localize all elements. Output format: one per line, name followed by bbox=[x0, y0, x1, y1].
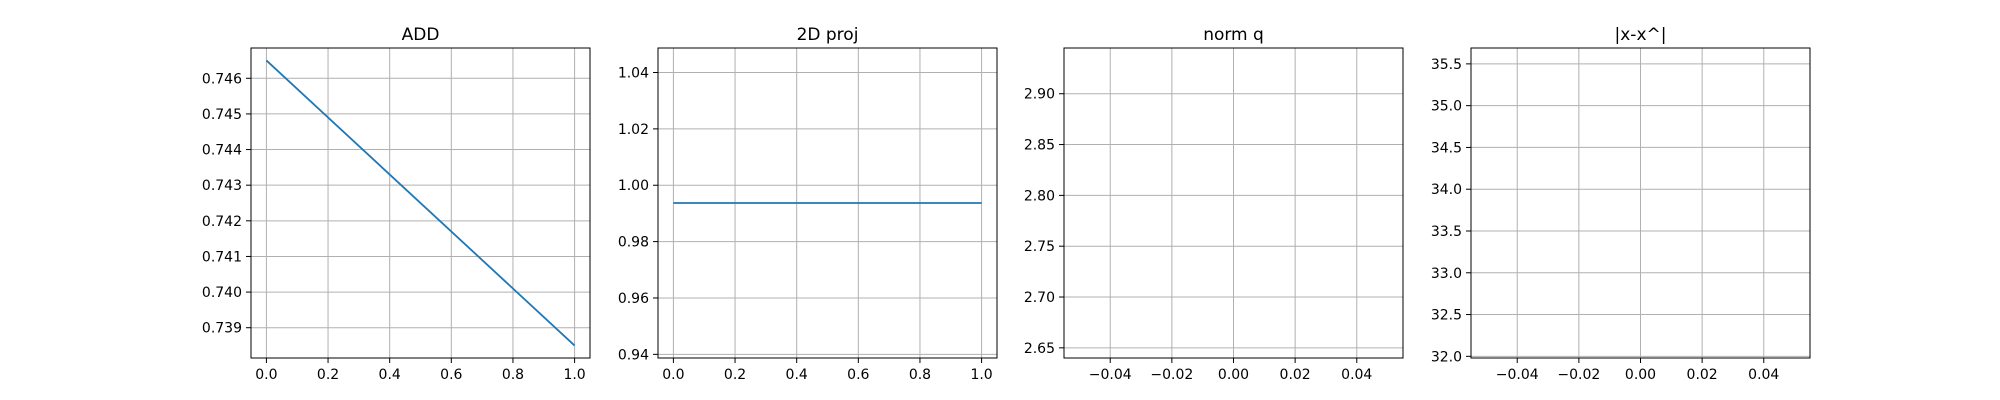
y-tick-label: 2.75 bbox=[1024, 239, 1055, 255]
y-tick-label: 2.90 bbox=[1024, 87, 1055, 103]
x-tick-label: 0.6 bbox=[440, 367, 462, 383]
x-tick-label: 0.02 bbox=[1280, 367, 1311, 383]
x-tick-label: 0.00 bbox=[1218, 367, 1249, 383]
y-tick-label: 0.96 bbox=[618, 291, 649, 307]
y-tick-label: 2.70 bbox=[1024, 290, 1055, 306]
x-tick-label: 0.8 bbox=[502, 367, 524, 383]
y-tick-label: 0.746 bbox=[202, 71, 242, 87]
y-tick-label: 0.98 bbox=[618, 235, 649, 251]
x-tick-label: 0.0 bbox=[662, 367, 684, 383]
y-tick-label: 2.80 bbox=[1024, 188, 1055, 204]
x-tick-label: 0.04 bbox=[1341, 367, 1372, 383]
y-tick-label: 0.94 bbox=[618, 347, 649, 363]
y-tick-label: 34.5 bbox=[1431, 140, 1462, 156]
series-line bbox=[265, 59, 576, 347]
y-tick-label: 0.739 bbox=[202, 321, 242, 337]
y-tick-label: 35.5 bbox=[1431, 57, 1462, 73]
y-tick-label: 35.0 bbox=[1431, 99, 1462, 115]
y-tick-label: 1.02 bbox=[618, 122, 649, 138]
y-tick-label: 0.745 bbox=[202, 107, 242, 123]
x-tick-label: 0.04 bbox=[1748, 367, 1779, 383]
x-tick-label: 0.2 bbox=[317, 367, 339, 383]
y-tick-label: 0.743 bbox=[202, 178, 242, 194]
y-tick-label: 2.85 bbox=[1024, 138, 1055, 154]
y-tick-label: 34.0 bbox=[1431, 182, 1462, 198]
subplot-title: norm q bbox=[1203, 25, 1264, 45]
axes-frame bbox=[657, 47, 998, 359]
x-tick-label: 1.0 bbox=[563, 367, 585, 383]
y-tick-label: 0.744 bbox=[202, 143, 242, 159]
x-tick-label: 0.02 bbox=[1687, 367, 1718, 383]
y-tick-label: 0.742 bbox=[202, 214, 242, 230]
subplot-title: 2D proj bbox=[797, 25, 859, 45]
subplot-title: |x-x^| bbox=[1615, 25, 1667, 45]
subplot-abs-error: |x-x^| −0.04 −0.02 0.00 0.02 0.04 32.0 32.5 33.… bbox=[1431, 25, 1811, 383]
axes-frame bbox=[250, 47, 591, 359]
y-tick-label: 33.0 bbox=[1431, 266, 1462, 282]
x-tick-label: 0.2 bbox=[724, 367, 746, 383]
y-tick-label: 32.5 bbox=[1431, 308, 1462, 324]
y-tick-label: 0.740 bbox=[202, 285, 242, 301]
x-tick-label: 0.4 bbox=[379, 367, 401, 383]
x-tick-label: 1.0 bbox=[970, 367, 992, 383]
y-tick-label: 2.65 bbox=[1024, 341, 1055, 357]
y-tick-label: 0.741 bbox=[202, 249, 242, 265]
x-tick-label: −0.04 bbox=[1089, 367, 1132, 383]
subplot-add: ADD 0.0 0.2 0.4 0.6 0.8 1.0 0.739 0.740 0.741 0.7… bbox=[202, 25, 591, 383]
subplot-title: ADD bbox=[402, 25, 440, 45]
subplot-norm-q: norm q −0.04 −0.02 0.00 0.02 0.04 2.65 2.70 2.7… bbox=[1024, 25, 1404, 383]
x-tick-label: 0.00 bbox=[1625, 367, 1656, 383]
subplot-2d-proj: 2D proj 0.0 0.2 0.4 0.6 0.8 1.0 0.94 0.96 0.98 1.… bbox=[618, 25, 998, 383]
y-tick-label: 32.0 bbox=[1431, 349, 1462, 365]
x-tick-label: 0.6 bbox=[847, 367, 869, 383]
y-tick-label: 1.00 bbox=[618, 178, 649, 194]
x-tick-label: 0.4 bbox=[786, 367, 808, 383]
x-tick-label: 0.8 bbox=[909, 367, 931, 383]
x-tick-label: −0.02 bbox=[1150, 367, 1193, 383]
x-tick-label: −0.04 bbox=[1496, 367, 1539, 383]
x-tick-label: −0.02 bbox=[1557, 367, 1600, 383]
x-tick-label: 0.0 bbox=[255, 367, 277, 383]
y-tick-label: 1.04 bbox=[618, 66, 649, 82]
y-tick-label: 33.5 bbox=[1431, 224, 1462, 240]
